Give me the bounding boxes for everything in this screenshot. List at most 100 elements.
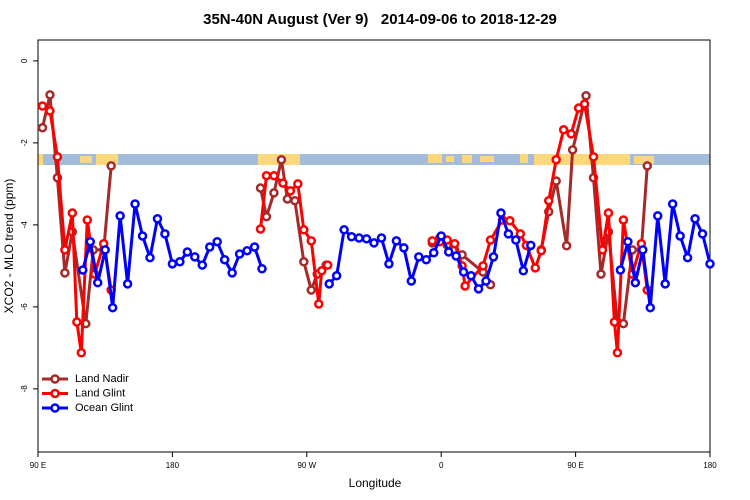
data-point xyxy=(660,279,670,289)
data-point xyxy=(261,211,272,222)
data-point xyxy=(107,302,118,313)
data-point xyxy=(145,252,155,263)
data-point xyxy=(466,270,476,281)
data-point xyxy=(322,260,333,270)
data-point xyxy=(67,208,78,218)
data-point xyxy=(190,252,200,262)
data-point xyxy=(414,252,424,262)
data-point xyxy=(427,236,437,246)
x-tick-label: 180 xyxy=(166,461,180,470)
data-point xyxy=(443,247,454,257)
data-point xyxy=(130,199,140,209)
data-point xyxy=(276,154,287,165)
data-point xyxy=(421,254,432,265)
data-point xyxy=(682,252,693,263)
data-point xyxy=(436,231,446,241)
data-point xyxy=(137,231,148,241)
legend-label: Land Nadir xyxy=(75,373,129,385)
data-point xyxy=(675,231,685,241)
legend-marker xyxy=(50,374,60,384)
data-point xyxy=(290,195,300,206)
data-point xyxy=(451,251,461,261)
chart-title: 35N-40N August (Ver 9) 2014-09-06 to 201… xyxy=(203,11,557,28)
data-point xyxy=(518,266,529,276)
data-point xyxy=(690,213,700,224)
data-point xyxy=(100,245,110,255)
data-point xyxy=(597,245,608,255)
data-point xyxy=(428,248,439,258)
y-tick-label: -2 xyxy=(20,139,29,147)
data-point xyxy=(505,216,515,226)
data-point xyxy=(511,235,521,245)
data-point xyxy=(376,233,387,243)
data-point xyxy=(391,236,402,246)
data-point xyxy=(197,260,208,270)
data-point xyxy=(485,235,496,245)
data-point xyxy=(573,103,584,113)
data-point xyxy=(615,265,626,275)
data-point xyxy=(152,213,163,224)
data-point xyxy=(603,208,614,218)
data-point xyxy=(37,122,48,133)
data-point xyxy=(175,257,185,267)
y-tick-label: -6 xyxy=(20,303,29,311)
data-point xyxy=(612,348,623,358)
x-tick-label: 90 E xyxy=(30,461,46,470)
data-point xyxy=(551,154,561,165)
data-point xyxy=(72,317,82,327)
x-tick-label: 0 xyxy=(439,461,444,470)
data-point xyxy=(299,225,309,235)
data-point xyxy=(160,229,170,239)
data-point xyxy=(642,161,653,171)
data-point xyxy=(115,211,125,221)
data-point xyxy=(515,229,526,239)
data-point xyxy=(285,186,296,196)
data-point xyxy=(76,348,87,358)
data-point xyxy=(478,261,488,271)
data-point xyxy=(449,238,460,249)
data-point xyxy=(182,247,193,257)
data-point xyxy=(212,236,222,247)
data-point xyxy=(473,284,484,294)
data-point xyxy=(52,152,63,162)
plot-frame xyxy=(37,39,711,453)
data-point xyxy=(293,179,303,189)
x-tick-label: 90 E xyxy=(567,461,583,470)
x-tick-label: 90 W xyxy=(297,461,316,470)
data-point xyxy=(122,279,133,289)
data-point xyxy=(82,215,93,225)
data-point xyxy=(354,233,364,243)
data-point xyxy=(369,238,379,248)
data-point xyxy=(324,279,334,289)
data-point xyxy=(78,265,88,275)
data-point xyxy=(85,236,96,247)
data-point xyxy=(488,252,499,262)
data-point xyxy=(167,259,178,269)
y-axis-label: XCO2 - MLO trend (ppm) xyxy=(2,179,16,314)
data-point xyxy=(45,106,55,116)
data-point xyxy=(37,101,48,111)
data-point xyxy=(526,240,536,251)
data-point xyxy=(567,145,578,155)
data-point xyxy=(92,277,103,288)
data-point xyxy=(249,242,260,252)
data-point xyxy=(45,90,55,100)
x-axis-label: Longitude xyxy=(349,476,402,490)
data-point xyxy=(596,269,606,279)
data-point xyxy=(361,234,372,244)
data-point xyxy=(536,245,547,256)
data-point xyxy=(255,224,266,234)
data-point xyxy=(269,188,279,198)
legend-label: Ocean Glint xyxy=(75,402,133,414)
data-point xyxy=(60,245,70,255)
legend-label: Land Glint xyxy=(75,387,125,399)
data-point xyxy=(609,317,620,327)
data-point xyxy=(339,225,349,235)
data-point xyxy=(645,302,656,313)
data-point xyxy=(667,199,678,209)
data-point xyxy=(588,152,599,162)
data-point xyxy=(566,129,576,139)
data-point xyxy=(316,266,327,276)
x-tick-label: 180 xyxy=(703,461,717,470)
